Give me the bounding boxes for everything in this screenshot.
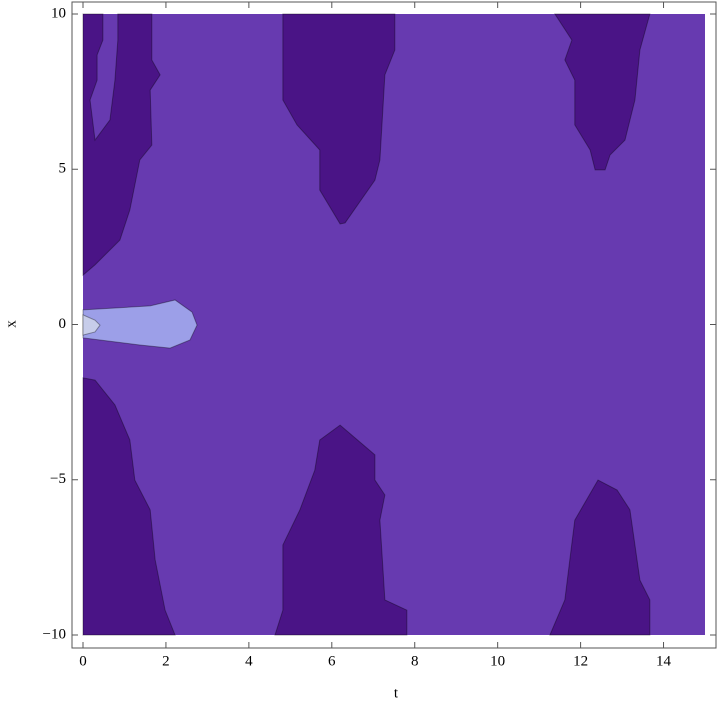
x-tick-label: 0 bbox=[79, 653, 87, 669]
x-tick-label: 10 bbox=[490, 653, 505, 669]
contour-region bbox=[553, 13, 651, 171]
contour-region bbox=[82, 377, 176, 636]
contour-region bbox=[82, 314, 101, 336]
contour-region bbox=[549, 479, 651, 636]
contour-region bbox=[282, 13, 396, 225]
x-tick-label: 14 bbox=[656, 653, 672, 669]
x-tick-label: 6 bbox=[328, 653, 336, 669]
y-tick-label: −5 bbox=[50, 471, 66, 487]
y-axis-label: x bbox=[3, 320, 19, 328]
y-tick-label: −10 bbox=[43, 626, 66, 642]
x-axis-label: t bbox=[394, 685, 399, 701]
y-tick-label: 5 bbox=[59, 161, 67, 177]
x-tick-label: 8 bbox=[411, 653, 419, 669]
contour-region bbox=[274, 424, 408, 636]
contour-region bbox=[82, 299, 198, 349]
x-tick-label: 4 bbox=[245, 653, 253, 669]
x-tick-label: 2 bbox=[162, 653, 170, 669]
y-tick-label: 10 bbox=[51, 5, 66, 21]
contour-region bbox=[82, 13, 161, 277]
x-tick-label: 12 bbox=[573, 653, 588, 669]
y-tick-label: 0 bbox=[59, 316, 67, 332]
